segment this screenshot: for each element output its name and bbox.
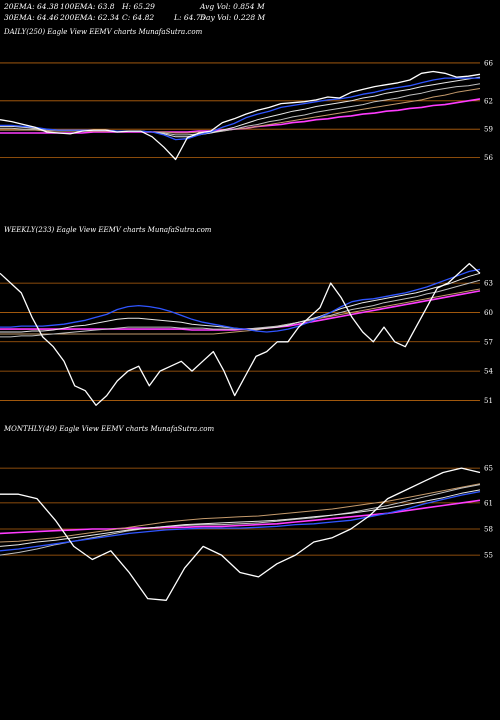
series-line-ema30 xyxy=(0,489,481,547)
series-line-ema200 xyxy=(0,499,481,535)
y-tick-label: 61 xyxy=(484,499,493,507)
stat-ema20: 20EMA: 64.38 xyxy=(3,2,59,11)
series-line-price xyxy=(0,262,481,406)
stat-avg-vol: Avg Vol: 0.854 M xyxy=(199,2,265,11)
panel-2: MONTHLY(49) Eagle View EEMV charts Munaf… xyxy=(0,425,493,601)
panel-title: WEEKLY(233) Eagle View EEMV charts Munaf… xyxy=(4,226,212,234)
stats-header: 20EMA: 64.38 30EMA: 64.46 100EMA: 63.8 2… xyxy=(3,2,266,22)
panel-title: MONTHLY(49) Eagle View EEMV charts Munaf… xyxy=(3,425,214,433)
y-tick-label: 55 xyxy=(484,552,493,560)
stat-low: L: 64.75 xyxy=(173,13,206,22)
panel-0: DAILY(250) Eagle View EEMV charts Munafa… xyxy=(0,28,493,162)
panel-title: DAILY(250) Eagle View EEMV charts Munafa… xyxy=(3,28,203,36)
series-line-ema20 xyxy=(0,77,480,141)
y-tick-label: 62 xyxy=(484,97,493,105)
y-tick-label: 66 xyxy=(484,59,493,67)
series-line-ema100 xyxy=(0,288,481,335)
y-tick-label: 59 xyxy=(484,126,493,134)
y-tick-label: 57 xyxy=(484,338,493,346)
y-tick-label: 56 xyxy=(484,154,493,162)
stat-ema200: 200EMA: 62.34 xyxy=(59,13,119,22)
stat-day-vol: Day Vol: 0.228 M xyxy=(199,13,266,22)
y-tick-label: 65 xyxy=(484,465,493,473)
panel-1: WEEKLY(233) Eagle View EEMV charts Munaf… xyxy=(0,226,493,406)
y-tick-label: 51 xyxy=(484,397,493,405)
series-line-price xyxy=(0,467,481,601)
series-line-ema20 xyxy=(0,490,481,552)
series-line-ema100 xyxy=(0,483,481,543)
panels: DAILY(250) Eagle View EEMV charts Munafa… xyxy=(0,28,493,601)
y-tick-label: 54 xyxy=(484,368,493,376)
stat-high: H: 65.29 xyxy=(121,2,155,11)
y-tick-label: 60 xyxy=(484,309,493,317)
y-tick-label: 58 xyxy=(484,526,493,534)
stat-ema30: 30EMA: 64.46 xyxy=(4,13,59,22)
stat-ema100: 100EMA: 63.8 xyxy=(60,2,115,11)
y-tick-label: 63 xyxy=(484,280,493,288)
series-line-ema20 xyxy=(0,268,481,333)
stat-close: C: 64.82 xyxy=(122,13,154,22)
series-line-price xyxy=(0,70,481,161)
